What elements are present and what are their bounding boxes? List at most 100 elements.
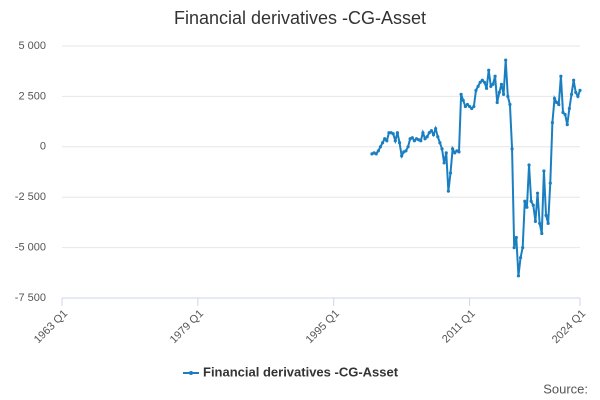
data-point: [538, 221, 542, 226]
data-point: [565, 123, 569, 127]
data-point: [499, 82, 504, 86]
data-point: [489, 84, 493, 88]
data-point: [421, 131, 425, 135]
data-point: [497, 90, 501, 94]
data-point: [427, 131, 431, 135]
data-point: [572, 78, 576, 82]
data-point: [463, 104, 467, 109]
data-point: [525, 205, 529, 209]
data-point: [404, 149, 408, 153]
x-tick-label: 2011 Q1: [440, 308, 478, 346]
x-tick-label: 2024 Q1: [550, 308, 588, 346]
data-point: [567, 106, 571, 111]
data-point: [436, 135, 440, 139]
data-point: [478, 80, 482, 84]
data-point: [444, 151, 448, 155]
data-point: [438, 141, 442, 145]
data-line: [371, 60, 581, 276]
data-point: [495, 100, 499, 105]
data-point: [546, 221, 550, 226]
data-point: [419, 139, 423, 143]
data-point: [468, 104, 472, 109]
data-point: [385, 139, 389, 143]
data-point: [434, 127, 438, 131]
data-point: [533, 219, 538, 223]
data-point: [493, 74, 497, 78]
data-point: [523, 199, 527, 203]
data-point: [457, 150, 461, 154]
data-point: [480, 78, 484, 82]
x-tick-label: 1963 Q1: [32, 308, 70, 346]
y-tick-label: 5 000: [18, 40, 46, 52]
y-tick-label: 0: [40, 141, 46, 153]
data-point: [550, 121, 555, 125]
data-point: [383, 137, 387, 141]
data-point: [521, 246, 525, 250]
data-point: [518, 256, 523, 260]
data-point: [555, 100, 559, 105]
data-point: [442, 161, 446, 165]
chart-title: Financial derivatives -CG-Asset: [174, 8, 426, 28]
data-point: [548, 181, 552, 185]
data-point: [474, 88, 478, 92]
legend-marker: [189, 371, 193, 375]
data-point: [425, 135, 429, 139]
data-point: [574, 90, 578, 94]
data-point: [476, 84, 480, 88]
data-point: [451, 147, 455, 151]
data-point: [482, 80, 487, 84]
y-tick-label: 2 500: [18, 90, 46, 102]
data-point: [559, 74, 563, 78]
data-point: [484, 86, 489, 90]
data-point: [569, 92, 574, 96]
data-point: [374, 152, 378, 156]
data-point: [516, 274, 521, 278]
data-point: [487, 68, 491, 72]
legend-label: Financial derivatives -CG-Asset: [203, 364, 399, 379]
data-point: [393, 139, 397, 143]
x-tick-label: 1979 Q1: [168, 308, 206, 346]
data-point: [378, 145, 383, 149]
data-point: [578, 88, 582, 92]
data-point: [527, 163, 531, 167]
y-tick-label: -5 000: [15, 242, 46, 254]
data-point: [431, 133, 436, 137]
data-point: [510, 147, 514, 151]
data-point: [470, 106, 474, 111]
data-point: [501, 92, 506, 96]
data-point: [400, 154, 404, 158]
data-point: [506, 94, 510, 98]
source: Source:: [543, 381, 588, 396]
data-point: [461, 98, 465, 103]
data-point: [491, 82, 495, 86]
data-point: [563, 112, 567, 117]
y-tick-label: -2 500: [15, 191, 46, 203]
data-point: [552, 96, 557, 101]
data-point: [529, 199, 533, 203]
data-point: [406, 145, 410, 149]
data-point: [412, 139, 417, 143]
data-point: [453, 151, 457, 155]
data-point: [576, 94, 580, 98]
data-point: [410, 136, 414, 140]
data-point: [459, 92, 463, 96]
data-point: [465, 102, 470, 107]
data-point: [531, 203, 535, 207]
x-tick-label: 1995 Q1: [304, 308, 342, 346]
data-point: [535, 191, 540, 195]
data-point: [472, 104, 476, 109]
data-point: [508, 102, 512, 107]
data-point: [542, 169, 546, 173]
data-point: [423, 137, 427, 141]
data-point: [446, 189, 450, 193]
data-point: [514, 235, 518, 240]
y-tick-label: -7 500: [15, 292, 46, 304]
data-point: [376, 149, 380, 153]
data-point: [544, 213, 548, 217]
data-point: [391, 132, 395, 136]
data-point: [504, 58, 508, 62]
data-point: [395, 131, 400, 135]
data-point: [540, 231, 544, 236]
data-point: [448, 171, 453, 175]
